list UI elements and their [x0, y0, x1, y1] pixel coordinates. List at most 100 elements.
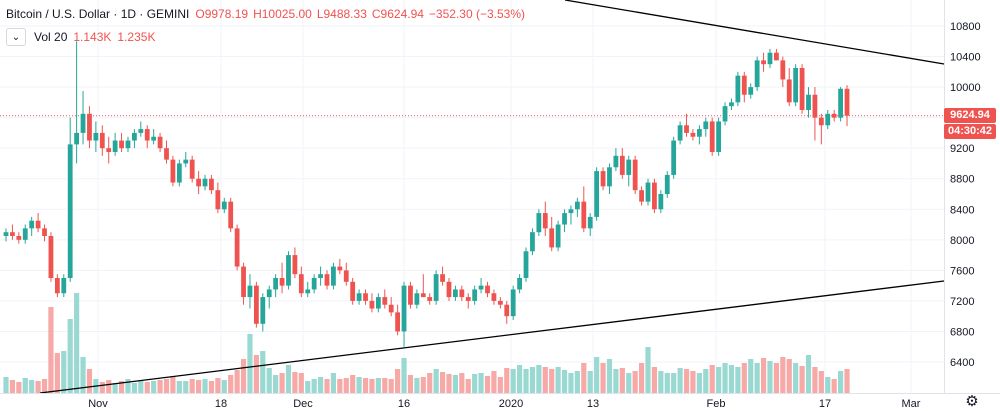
candle-body	[22, 228, 28, 240]
price-axis[interactable]: 6400680072007600800084008800920096001000…	[944, 0, 1000, 411]
candle-body	[786, 79, 792, 103]
volume-bar	[658, 371, 664, 393]
volume-bar	[311, 379, 317, 393]
volume-bar	[793, 363, 799, 393]
low-value: L9488.33	[316, 7, 367, 21]
candle-body	[767, 52, 773, 65]
volume-bar	[497, 377, 503, 393]
candle-body	[549, 228, 555, 248]
candle-body	[478, 285, 484, 290]
candle-body	[639, 190, 644, 202]
volume-bar	[433, 369, 439, 393]
candle-body	[806, 94, 811, 110]
candle-body	[221, 201, 227, 210]
volume-bar	[189, 379, 195, 393]
candle-body	[119, 140, 124, 149]
volume-bar	[613, 369, 619, 393]
candle-body	[157, 136, 163, 149]
candle-body	[818, 117, 824, 126]
candle-body	[151, 136, 157, 141]
volume-bar	[67, 319, 73, 393]
symbol-title[interactable]: Bitcoin / U.S. Dollar · 1D · GEMINI	[6, 7, 190, 21]
volume-bar	[176, 381, 182, 393]
candle-body	[67, 144, 73, 278]
last-price-label: 9624.94	[944, 108, 996, 124]
volume-bar	[22, 378, 28, 393]
volume-bar	[844, 369, 850, 393]
gear-icon[interactable]: ⚙	[965, 393, 979, 410]
candle-body	[363, 293, 368, 301]
volume-indicator-label[interactable]: Vol 20	[34, 30, 68, 44]
candle-body	[427, 297, 433, 301]
candle-body	[350, 281, 356, 301]
volume-bar	[754, 363, 760, 393]
candle-body	[331, 266, 336, 286]
volume-bar	[106, 380, 112, 393]
price-tick-label: 7600	[950, 265, 974, 277]
time-tick-label: Mar	[902, 398, 921, 410]
volume-bar	[484, 376, 491, 393]
lower-trendline[interactable]	[39, 280, 945, 394]
candle-body	[504, 304, 510, 317]
candle-body	[825, 113, 831, 126]
countdown-label: 04:30:42	[944, 123, 996, 139]
volume-bar	[330, 373, 337, 393]
volume-bar	[356, 377, 362, 393]
candle-body	[395, 312, 401, 332]
candle-body	[536, 213, 542, 233]
upper-trendline[interactable]	[564, 0, 945, 65]
volume-bar	[112, 383, 118, 393]
candle-body	[87, 113, 92, 141]
volume-bar	[549, 369, 555, 393]
volume-bar	[741, 363, 747, 393]
volume-bar	[362, 378, 369, 393]
candle-body	[671, 140, 677, 175]
candle-body	[433, 274, 439, 301]
price-tick-label: 10800	[950, 21, 981, 33]
candle-body	[170, 159, 176, 183]
candle-body	[10, 232, 15, 236]
volume-bar	[221, 380, 227, 393]
volume-bar	[157, 380, 163, 393]
candle-body	[594, 171, 600, 217]
candle-body	[125, 140, 131, 149]
candle-body	[215, 190, 221, 210]
candle-body	[684, 125, 689, 133]
volume-bar	[799, 366, 805, 393]
volume-bar	[401, 358, 407, 393]
volume-bar	[542, 367, 548, 393]
volume-bar	[529, 367, 536, 393]
candle-body	[696, 129, 702, 137]
volume-bar	[825, 377, 831, 393]
time-axis[interactable]: Nov 18 Dec 16 2020 13 Feb 17 Mar	[0, 393, 1000, 411]
volume-bar	[651, 367, 658, 393]
candle-body	[48, 236, 54, 278]
volume-value-1: 1.143K	[73, 30, 112, 44]
candle-body	[645, 182, 651, 202]
volume-bar	[285, 365, 292, 393]
volume-bar	[375, 378, 381, 393]
volume-bar	[151, 381, 157, 393]
candle-body	[748, 87, 754, 95]
volume-bar	[317, 377, 324, 393]
volume-bar	[266, 368, 272, 393]
candle-body	[729, 102, 734, 107]
volume-bar	[760, 358, 767, 393]
chevron-down-icon[interactable]: ⌄	[6, 28, 26, 46]
volume-bar	[439, 372, 446, 393]
volume-bar	[606, 359, 613, 393]
candle-body	[703, 121, 709, 130]
open-value: O9978.19	[195, 7, 249, 21]
volume-bar	[48, 307, 54, 393]
price-tick-label: 9200	[950, 143, 974, 155]
candle-body	[196, 178, 201, 187]
candle-body	[607, 167, 612, 187]
volume-bar	[452, 375, 458, 393]
volume-bar	[131, 383, 137, 393]
volume-bar	[465, 379, 471, 393]
volume-bar	[253, 355, 259, 393]
candle-body	[677, 125, 683, 141]
volume-bar	[183, 381, 189, 393]
time-tick-label: Nov	[88, 398, 108, 410]
